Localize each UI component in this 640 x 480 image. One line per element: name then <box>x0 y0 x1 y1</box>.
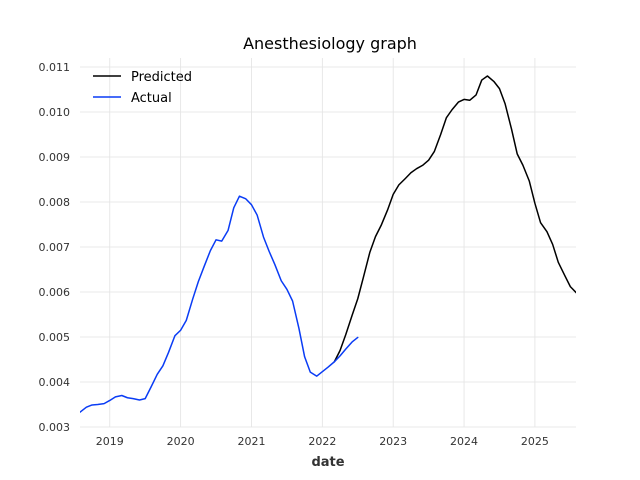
series-group <box>80 75 576 413</box>
grid <box>80 58 576 428</box>
series-line-predicted <box>333 75 576 363</box>
y-tick-label: 0.010 <box>39 106 71 119</box>
y-tick-label: 0.007 <box>39 241 71 254</box>
y-tick-label: 0.004 <box>39 376 71 389</box>
x-tick-label: 2025 <box>521 435 549 448</box>
y-tick-label: 0.005 <box>39 331 71 344</box>
chart-title: Anesthesiology graph <box>243 34 417 53</box>
x-tick-label: 2022 <box>308 435 336 448</box>
legend-label-predicted: Predicted <box>131 70 192 85</box>
x-tick-label: 2019 <box>96 435 124 448</box>
x-axis-ticks: 2019 2020 2021 2022 2023 2024 2025 <box>96 435 549 448</box>
y-axis-ticks: 0.003 0.004 0.005 0.006 0.007 0.008 0.009 0.010… <box>39 61 71 434</box>
x-tick-label: 2020 <box>167 435 195 448</box>
x-tick-label: 2023 <box>379 435 407 448</box>
y-tick-label: 0.006 <box>39 286 71 299</box>
x-axis-label: date <box>311 455 344 470</box>
x-tick-label: 2024 <box>450 435 478 448</box>
series-line-actual <box>80 195 359 413</box>
y-tick-label: 0.009 <box>39 151 71 164</box>
x-tick-label: 2021 <box>237 435 265 448</box>
legend-label-actual: Actual <box>131 91 172 106</box>
y-tick-label: 0.008 <box>39 196 71 209</box>
y-tick-label: 0.011 <box>39 61 71 74</box>
legend: Predicted Actual <box>93 70 192 106</box>
y-tick-label: 0.003 <box>39 421 71 434</box>
